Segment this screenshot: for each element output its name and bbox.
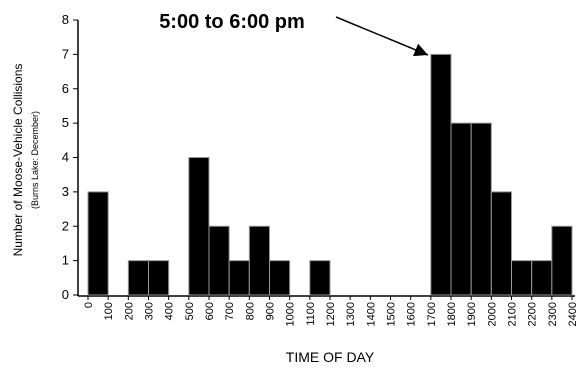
annotation: 5:00 to 6:00 pm	[159, 11, 305, 33]
y-tick-label: 0	[62, 287, 69, 302]
x-tick-label: 2200	[527, 302, 539, 326]
x-tick-label: 1200	[325, 302, 337, 326]
x-tick-label: 1900	[466, 302, 478, 326]
bar	[511, 260, 533, 296]
bar	[430, 53, 452, 296]
y-tick-label: 6	[62, 81, 69, 96]
annotation-arrow	[335, 16, 429, 57]
y-tick-label: 1	[62, 253, 69, 268]
bar	[248, 225, 270, 296]
x-tick-label: 200	[123, 302, 135, 320]
bar	[87, 191, 109, 296]
x-tick-label: 600	[204, 302, 216, 320]
y-tick-label: 4	[62, 150, 69, 165]
x-tick-label: 700	[224, 302, 236, 320]
x-tick-label: 1800	[446, 302, 458, 326]
x-tick-label: 400	[164, 302, 176, 320]
x-tick-label: 1500	[386, 302, 398, 326]
bar	[269, 260, 291, 296]
x-tick-label: 1600	[406, 302, 418, 326]
x-tick-label: 1000	[285, 302, 297, 326]
x-tick-label: 1400	[365, 302, 377, 326]
bar	[551, 225, 573, 296]
y-axis-label: Number of Moose-Vehicle Collisions	[11, 64, 25, 257]
x-tick-label: 100	[103, 302, 115, 320]
x-axis-label: TIME OF DAY	[286, 349, 375, 365]
bar	[188, 157, 210, 296]
bar	[309, 260, 331, 296]
bar	[148, 260, 170, 296]
x-tick-label: 500	[184, 302, 196, 320]
y-tick-label: 7	[62, 46, 69, 61]
x-tick-label: 0	[83, 302, 95, 308]
x-tick-label: 2100	[507, 302, 519, 326]
x-tick-label: 300	[144, 302, 156, 320]
x-tick-label: 900	[265, 302, 277, 320]
y-tick-label: 3	[62, 184, 69, 199]
bar	[470, 122, 492, 296]
y-tick-label: 5	[62, 115, 69, 130]
x-tick-label: 2400	[567, 302, 579, 326]
bar	[127, 260, 149, 296]
bar	[450, 122, 472, 296]
y-tick-label: 8	[62, 12, 69, 27]
x-tick-label: 800	[244, 302, 256, 320]
y-tick-label: 2	[62, 218, 69, 233]
x-tick-label: 1300	[345, 302, 357, 326]
x-tick-label: 2000	[486, 302, 498, 326]
bar	[208, 225, 230, 296]
x-tick-label: 1700	[426, 302, 438, 326]
bar	[228, 260, 250, 296]
bar	[531, 260, 553, 296]
y-axis-sublabel: (Burns Lake: December)	[30, 111, 40, 209]
x-tick-label: 1100	[305, 302, 317, 326]
x-tick-label: 2300	[547, 302, 559, 326]
bar	[490, 191, 513, 296]
